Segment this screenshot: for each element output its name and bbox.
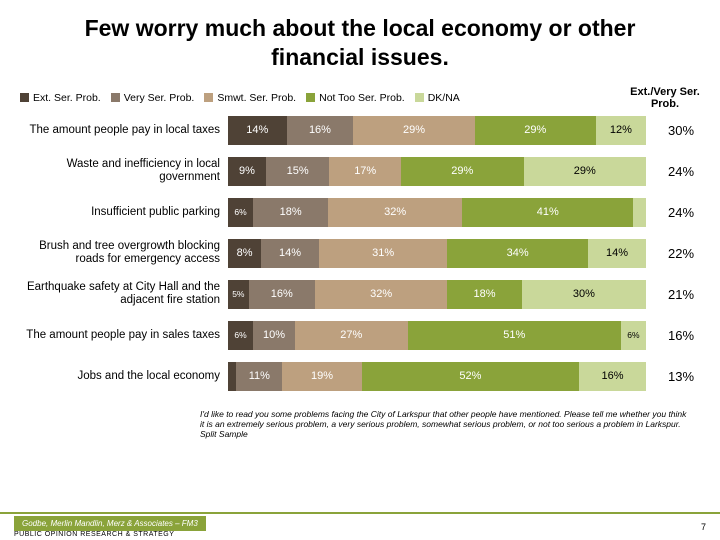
- bar-segment: 32%: [315, 280, 447, 309]
- chart-row: The amount people pay in sales taxes6%10…: [10, 321, 708, 350]
- legend-row: Ext. Ser. Prob. Very Ser. Prob. Smwt. Ser.…: [0, 82, 720, 116]
- bar-segment: 31%: [319, 239, 447, 268]
- row-label: The amount people pay in local taxes: [10, 124, 228, 137]
- bar-segment: 14%: [588, 239, 646, 268]
- row-summary: 24%: [646, 164, 708, 179]
- legend-swatch: [111, 93, 120, 102]
- legend-label: DK/NA: [428, 92, 460, 104]
- bar-segment: 6%: [228, 198, 253, 227]
- bar-segment: 6%: [621, 321, 646, 350]
- legend-label: Ext. Ser. Prob.: [33, 92, 101, 104]
- bar-segment: 16%: [249, 280, 315, 309]
- bar-segment: 29%: [475, 116, 596, 145]
- legend-items: Ext. Ser. Prob. Very Ser. Prob. Smwt. Ser.…: [20, 92, 630, 104]
- legend-item: DK/NA: [415, 92, 460, 104]
- stacked-bar: 8%14%31%34%14%: [228, 239, 646, 268]
- stacked-bar: 14%16%29%29%12%: [228, 116, 646, 145]
- bar-segment: 30%: [522, 280, 646, 309]
- bar-segment: 10%: [253, 321, 295, 350]
- bar-segment: 9%: [228, 157, 266, 186]
- bar-segment: [228, 362, 236, 391]
- legend-swatch: [306, 93, 315, 102]
- legend-label: Smwt. Ser. Prob.: [217, 92, 296, 104]
- bar-segment: 51%: [408, 321, 621, 350]
- bar-segment: 8%: [228, 239, 261, 268]
- footer-brand: Godbe, Merlin Mandlin, Merz & Associates…: [14, 516, 206, 531]
- row-summary: 13%: [646, 369, 708, 384]
- stacked-bar: 6%18%32%41%: [228, 198, 646, 227]
- row-label: Brush and tree overgrowth blocking roads…: [10, 240, 228, 266]
- legend-swatch: [204, 93, 213, 102]
- question-text: I'd like to read you some problems facin…: [0, 403, 720, 440]
- chart-row: Insufficient public parking6%18%32%41%24…: [10, 198, 708, 227]
- bar-segment: 17%: [329, 157, 401, 186]
- bar-segment: 5%: [228, 280, 249, 309]
- row-summary: 21%: [646, 287, 708, 302]
- footer-subtitle: PUBLIC OPINION RESEARCH & STRATEGY: [14, 531, 206, 538]
- footer-bar: Godbe, Merlin Mandlin, Merz & Associates…: [0, 512, 720, 540]
- legend-item: Very Ser. Prob.: [111, 92, 195, 104]
- bar-segment: 52%: [362, 362, 579, 391]
- bar-segment: 15%: [266, 157, 329, 186]
- bar-segment: 19%: [282, 362, 361, 391]
- bar-segment: 29%: [401, 157, 523, 186]
- chart-title: Few worry much about the local economy o…: [0, 0, 720, 82]
- row-label: Earthquake safety at City Hall and the a…: [10, 281, 228, 307]
- stacked-bar: 11%19%52%16%: [228, 362, 646, 391]
- legend-label: Very Ser. Prob.: [124, 92, 195, 104]
- row-summary: 30%: [646, 123, 708, 138]
- legend-swatch: [20, 93, 29, 102]
- summary-header: Ext./Very Ser. Prob.: [630, 86, 700, 110]
- bar-segment: 14%: [228, 116, 287, 145]
- chart-row: Earthquake safety at City Hall and the a…: [10, 280, 708, 309]
- legend-item: Not Too Ser. Prob.: [306, 92, 405, 104]
- legend-swatch: [415, 93, 424, 102]
- legend-item: Smwt. Ser. Prob.: [204, 92, 296, 104]
- row-summary: 22%: [646, 246, 708, 261]
- row-label: Jobs and the local economy: [10, 370, 228, 383]
- bar-segment: 29%: [524, 157, 646, 186]
- bar-segment: 12%: [596, 116, 646, 145]
- chart-row: Waste and inefficiency in local governme…: [10, 157, 708, 186]
- bar-segment: 41%: [462, 198, 633, 227]
- row-label: The amount people pay in sales taxes: [10, 329, 228, 342]
- stacked-bar: 6%10%27%51%6%: [228, 321, 646, 350]
- bar-segment: 18%: [253, 198, 328, 227]
- bar-segment: [633, 198, 646, 227]
- bar-segment: 29%: [353, 116, 474, 145]
- stacked-bar-chart: The amount people pay in local taxes14%1…: [0, 116, 720, 391]
- bar-segment: 11%: [236, 362, 282, 391]
- legend-item: Ext. Ser. Prob.: [20, 92, 101, 104]
- row-summary: 16%: [646, 328, 708, 343]
- bar-segment: 14%: [261, 239, 319, 268]
- page-number: 7: [701, 522, 706, 532]
- bar-segment: 6%: [228, 321, 253, 350]
- stacked-bar: 5%16%32%18%30%: [228, 280, 646, 309]
- bar-segment: 34%: [447, 239, 588, 268]
- bar-segment: 27%: [295, 321, 408, 350]
- footer-brand-block: Godbe, Merlin Mandlin, Merz & Associates…: [14, 516, 206, 538]
- bar-segment: 16%: [579, 362, 646, 391]
- chart-row: Jobs and the local economy11%19%52%16%13…: [10, 362, 708, 391]
- stacked-bar: 9%15%17%29%29%: [228, 157, 646, 186]
- row-label: Waste and inefficiency in local governme…: [10, 158, 228, 184]
- bar-segment: 32%: [328, 198, 462, 227]
- bar-segment: 16%: [287, 116, 354, 145]
- row-label: Insufficient public parking: [10, 206, 228, 219]
- chart-row: Brush and tree overgrowth blocking roads…: [10, 239, 708, 268]
- row-summary: 24%: [646, 205, 708, 220]
- legend-label: Not Too Ser. Prob.: [319, 92, 405, 104]
- bar-segment: 18%: [447, 280, 521, 309]
- chart-row: The amount people pay in local taxes14%1…: [10, 116, 708, 145]
